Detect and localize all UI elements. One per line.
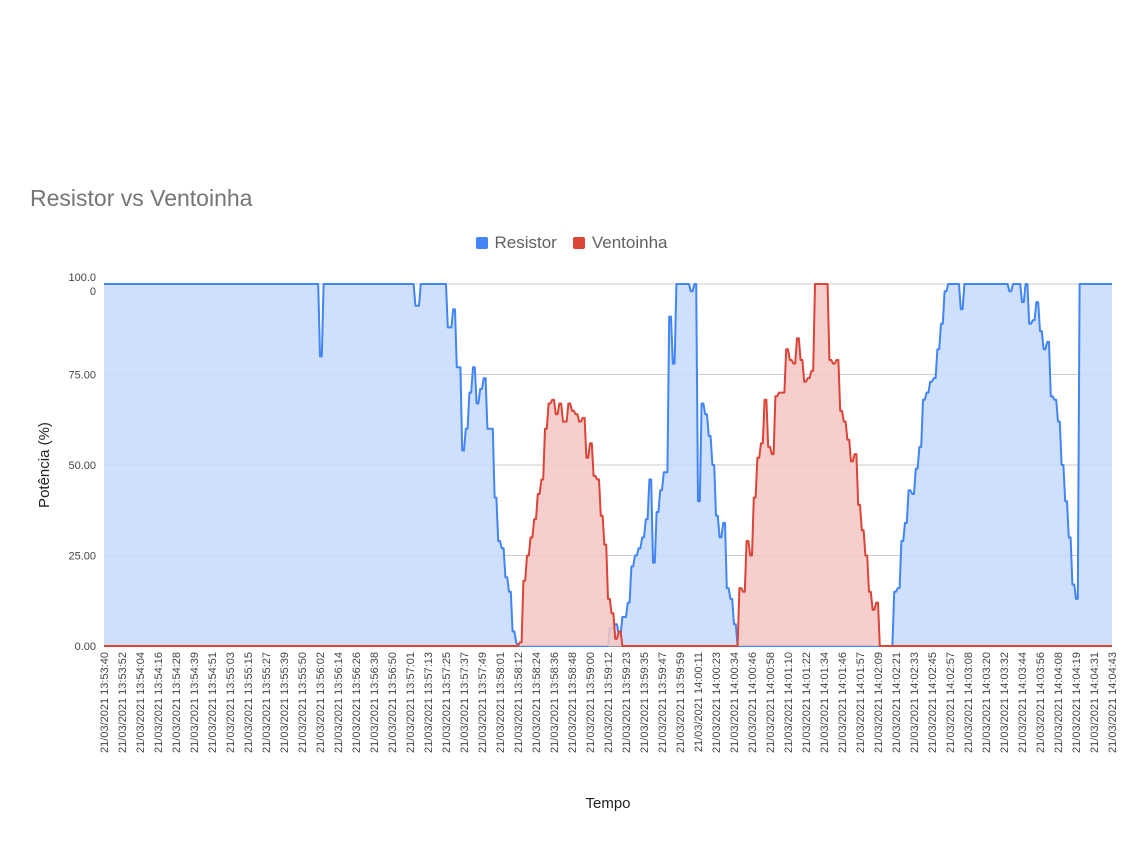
x-tick-label: 21/03/2021 13:56:26 xyxy=(351,652,363,753)
legend-label-ventoinha: Ventoinha xyxy=(591,233,668,252)
x-tick-label: 21/03/2021 13:56:14 xyxy=(333,652,345,753)
x-tick-label: 21/03/2021 14:02:45 xyxy=(927,652,939,753)
x-tick-label: 21/03/2021 13:58:12 xyxy=(513,652,525,753)
x-tick-label: 21/03/2021 13:57:49 xyxy=(477,652,489,753)
x-tick-label: 21/03/2021 13:58:24 xyxy=(531,652,543,753)
y-tick-label: 100.0 0 xyxy=(68,272,96,298)
x-tick-label: 21/03/2021 14:03:32 xyxy=(999,652,1011,753)
x-tick-label: 21/03/2021 13:58:36 xyxy=(549,652,561,753)
x-tick-label: 21/03/2021 13:57:25 xyxy=(441,652,453,753)
x-tick-label: 21/03/2021 14:01:10 xyxy=(783,652,795,753)
x-tick-label: 21/03/2021 13:58:01 xyxy=(495,652,507,753)
x-tick-label: 21/03/2021 14:02:33 xyxy=(909,652,921,753)
x-tick-label: 21/03/2021 14:01:34 xyxy=(819,652,831,753)
x-tick-label: 21/03/2021 14:04:43 xyxy=(1107,652,1119,753)
x-tick-label: 21/03/2021 13:59:12 xyxy=(603,652,615,753)
y-tick-label: 25.00 xyxy=(68,551,96,563)
x-tick-label: 21/03/2021 13:57:37 xyxy=(459,652,471,753)
x-tick-label: 21/03/2021 14:03:44 xyxy=(1017,652,1029,753)
legend-swatch-resistor xyxy=(475,237,488,249)
x-tick-label: 21/03/2021 13:54:04 xyxy=(135,652,147,753)
chart-title: Resistor vs Ventoinha xyxy=(30,185,253,211)
legend-item-resistor[interactable]: Resistor xyxy=(475,233,557,253)
x-tick-label: 21/03/2021 13:55:27 xyxy=(261,652,273,753)
x-tick-label: 21/03/2021 14:01:22 xyxy=(801,652,813,753)
x-tick-label: 21/03/2021 13:59:23 xyxy=(621,652,633,753)
x-tick-label: 21/03/2021 14:03:20 xyxy=(981,652,993,753)
x-tick-label: 21/03/2021 14:03:56 xyxy=(1035,652,1047,753)
x-tick-label: 21/03/2021 14:02:21 xyxy=(891,652,903,753)
y-axis-ticks: 0.00 25.00 50.00 75.00 100.0 0 xyxy=(68,272,96,653)
x-tick-label: 21/03/2021 13:54:16 xyxy=(153,652,165,753)
x-tick-label: 21/03/2021 14:04:08 xyxy=(1053,652,1065,753)
legend-swatch-ventoinha xyxy=(572,237,585,249)
x-tick-label: 21/03/2021 13:54:51 xyxy=(207,652,219,753)
x-tick-label: 21/03/2021 13:57:01 xyxy=(405,652,417,753)
x-tick-label: 21/03/2021 14:04:31 xyxy=(1089,652,1101,753)
x-tick-label: 21/03/2021 13:56:50 xyxy=(387,652,399,753)
series-line-resistor xyxy=(104,283,1112,647)
series-area-ventoinha xyxy=(104,284,1112,646)
x-tick-label: 21/03/2021 13:53:52 xyxy=(117,652,129,753)
x-tick-label: 21/03/2021 14:03:08 xyxy=(963,652,975,753)
x-tick-label: 21/03/2021 13:54:39 xyxy=(189,652,201,753)
y-axis-title: Potência (%) xyxy=(36,422,53,508)
x-axis-title: Tempo xyxy=(585,795,630,812)
x-tick-label: 21/03/2021 14:02:09 xyxy=(873,652,885,753)
x-tick-label: 21/03/2021 13:54:28 xyxy=(171,652,183,753)
legend-label-resistor: Resistor xyxy=(494,233,557,252)
x-tick-label: 21/03/2021 13:55:03 xyxy=(225,652,237,753)
x-tick-label: 21/03/2021 13:55:50 xyxy=(297,652,309,753)
x-tick-label: 21/03/2021 14:01:46 xyxy=(837,652,849,753)
x-tick-label: 21/03/2021 14:00:58 xyxy=(765,652,777,753)
x-tick-label: 21/03/2021 13:59:35 xyxy=(639,652,651,753)
x-tick-label: 21/03/2021 13:56:02 xyxy=(315,652,327,753)
x-tick-label: 21/03/2021 13:58:48 xyxy=(567,652,579,753)
legend: Resistor Ventoinha xyxy=(0,233,1143,253)
x-tick-label: 21/03/2021 13:55:15 xyxy=(243,652,255,753)
y-tick-label: 0.00 xyxy=(75,641,96,653)
x-tick-label: 21/03/2021 14:04:19 xyxy=(1071,652,1083,753)
x-tick-label: 21/03/2021 13:59:47 xyxy=(657,652,669,753)
x-tick-label: 21/03/2021 13:57:13 xyxy=(423,652,435,753)
y-tick-label: 50.00 xyxy=(68,460,96,472)
x-tick-label: 21/03/2021 14:02:57 xyxy=(945,652,957,753)
x-tick-label: 21/03/2021 13:56:38 xyxy=(369,652,381,753)
x-tick-label: 21/03/2021 14:00:11 xyxy=(693,652,705,752)
series-layer xyxy=(104,283,1112,647)
x-tick-label: 21/03/2021 13:55:39 xyxy=(279,652,291,753)
x-axis-ticks: 21/03/2021 13:53:40 21/03/2021 13:53:52 21… xyxy=(99,652,1119,753)
x-tick-label: 21/03/2021 13:53:40 xyxy=(99,652,111,753)
y-tick-label: 75.00 xyxy=(68,370,96,382)
series-area-resistor xyxy=(104,284,1112,646)
x-tick-label: 21/03/2021 14:00:23 xyxy=(711,652,723,753)
x-tick-label: 21/03/2021 13:59:59 xyxy=(675,652,687,753)
x-tick-label: 21/03/2021 13:59:00 xyxy=(585,652,597,753)
x-tick-label: 21/03/2021 14:01:57 xyxy=(855,652,867,753)
legend-item-ventoinha[interactable]: Ventoinha xyxy=(572,233,668,253)
x-tick-label: 21/03/2021 14:00:34 xyxy=(729,652,741,753)
series-line-ventoinha xyxy=(104,283,1112,647)
x-tick-label: 21/03/2021 14:00:46 xyxy=(747,652,759,753)
